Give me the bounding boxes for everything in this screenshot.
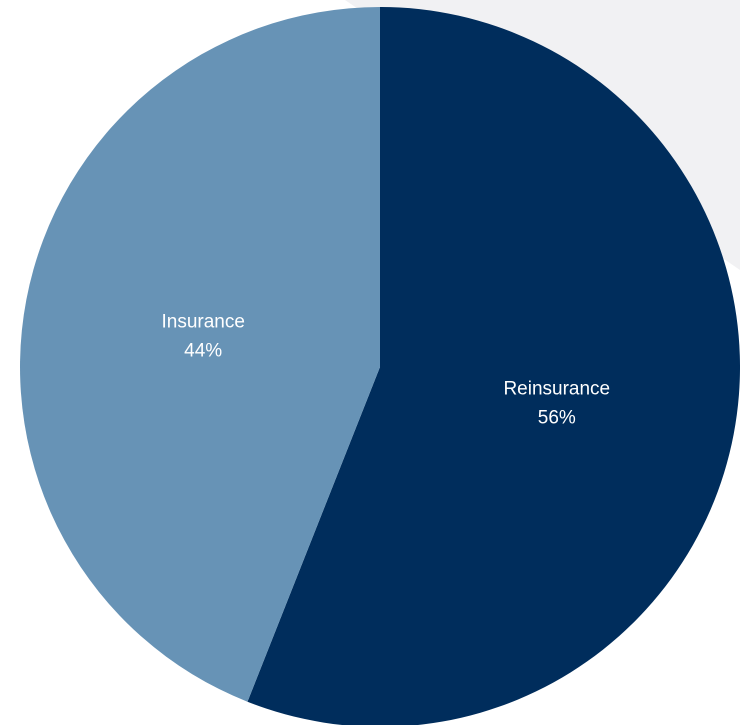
pie-labels: Reinsurance 56% Insurance 44% (161, 311, 610, 428)
pie-slice-insurance (20, 7, 380, 702)
slice-label-reinsurance: Reinsurance (503, 379, 610, 400)
pie-slice-reinsurance (247, 7, 740, 725)
slice-percent-reinsurance: 56% (538, 408, 576, 429)
slice-percent-insurance: 44% (184, 340, 222, 361)
slice-label-insurance: Insurance (161, 311, 244, 332)
pie-slices (20, 7, 740, 725)
